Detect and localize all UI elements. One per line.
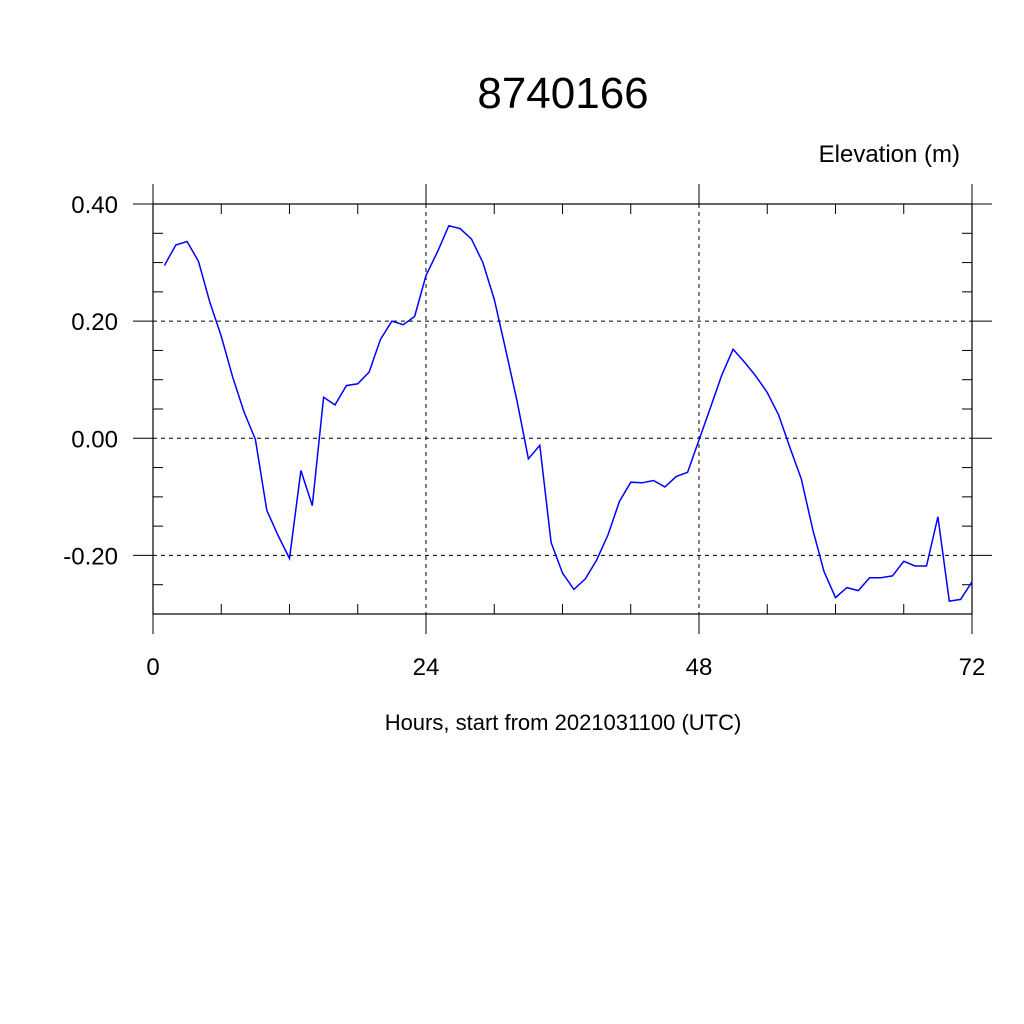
data-series: [163, 224, 973, 602]
chart-title: 8740166: [477, 69, 648, 118]
y-tick-label: 0.20: [71, 309, 118, 336]
x-tick-label: 48: [686, 654, 713, 681]
x-tick-label: 24: [413, 654, 440, 681]
y-tick-label: 0.40: [71, 192, 118, 219]
x-axis-label: Hours, start from 2021031100 (UTC): [385, 710, 742, 735]
grid-lines: [153, 203, 973, 614]
x-tick-label: 0: [146, 654, 159, 681]
tick-labels: 0.40 0.20 0.00 -0.20 0 24 48 72: [63, 192, 985, 681]
y-tick-label: 0.00: [71, 426, 118, 453]
x-tick-label: 72: [959, 654, 986, 681]
y-tick-label: -0.20: [63, 543, 118, 570]
plot-frame: [152, 203, 973, 615]
axis-ticks: [133, 184, 992, 634]
chart-subtitle: Elevation (m): [819, 141, 960, 168]
elevation-series-line: [163, 224, 973, 602]
